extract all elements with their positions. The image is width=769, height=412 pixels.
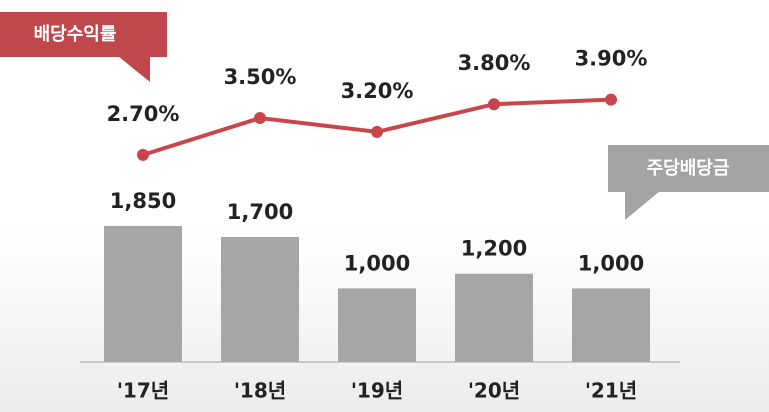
yield-callout: 배당수익률 [0,12,167,82]
point [488,98,500,111]
callout-tail [625,191,660,220]
bar [338,288,416,362]
x-tick-label: '19년 [351,379,403,403]
bar [221,236,299,362]
data-label: 3.20% [341,79,414,103]
callout-tail [118,56,150,82]
point [605,93,617,106]
data-label: 1,850 [110,189,176,213]
dps-callout: 주당배당금 [608,145,769,220]
data-label: 1,000 [578,251,644,275]
data-label: 1,000 [344,251,410,275]
data-label: 3.80% [458,51,531,75]
x-tick-label: '17년 [117,379,169,403]
callout-label: 주당배당금 [647,158,730,179]
data-label: 3.90% [575,47,648,71]
callout-box [608,145,769,192]
callout-label: 배당수익률 [34,24,117,45]
point [371,125,383,138]
data-label: 1,200 [461,237,527,261]
point [137,148,149,161]
point [254,112,266,125]
bar [455,273,533,362]
data-label: 3.50% [224,65,297,89]
x-tick-label: '21년 [585,379,637,403]
bar [572,288,650,362]
x-tick-label: '18년 [234,379,286,403]
data-label: 1,700 [227,200,293,224]
data-label: 2.70% [107,102,180,126]
bar [104,225,182,362]
x-tick-label: '20년 [468,379,520,403]
callout-box [0,12,167,57]
